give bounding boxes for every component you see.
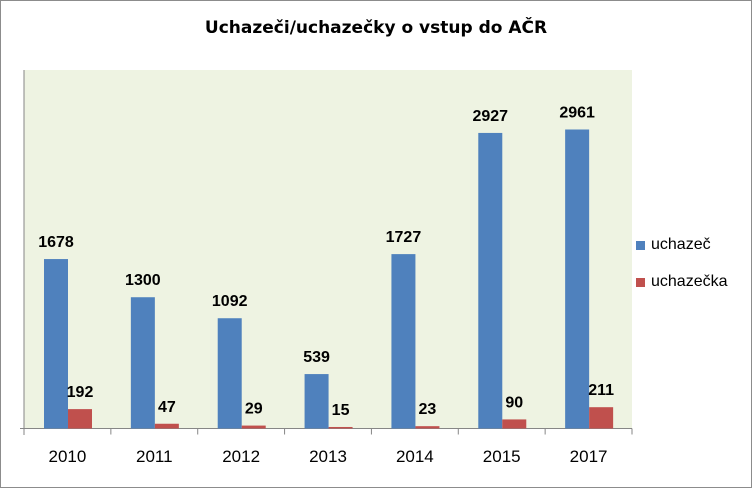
bar-uchazecka-2012 [241, 425, 266, 429]
legend-swatch-uchazec [636, 240, 645, 250]
data-label: 47 [158, 399, 176, 416]
data-label: 29 [245, 401, 263, 418]
bar-uchazec-2010 [44, 259, 68, 429]
bar-uchazecka-2013 [328, 426, 353, 429]
bar-uchazec-2011 [130, 297, 155, 429]
x-tick-label: 2015 [483, 447, 521, 466]
bar-uchazecka-2014 [415, 426, 440, 429]
data-label: 1092 [212, 293, 248, 310]
bar-uchazec-2013 [304, 374, 329, 429]
bar-uchazec-2012 [217, 318, 242, 429]
data-label: 15 [332, 402, 350, 419]
bar-uchazecka-2011 [154, 423, 179, 429]
bar-uchazecka-2010 [68, 409, 92, 429]
data-label: 90 [505, 394, 523, 411]
x-tick-label: 2013 [309, 447, 347, 466]
bar-uchazec-2017 [565, 129, 590, 429]
data-label: 1678 [38, 234, 74, 251]
chart-title: Uchazeči/uchazečky o vstup do AČR [204, 18, 548, 38]
x-tick-label: 2014 [396, 447, 434, 466]
x-tick-label: 2012 [222, 447, 260, 466]
data-label: 539 [303, 349, 330, 366]
bar-uchazecka-2015 [502, 419, 527, 429]
data-label: 23 [419, 401, 437, 418]
legend-item-uchazecka: uchazečka [636, 273, 728, 291]
x-tick-label: 2010 [49, 447, 87, 466]
legend-item-uchazec: uchazeč [636, 236, 711, 254]
x-tick-label: 2011 [136, 447, 173, 466]
x-tick-label: 2017 [570, 447, 608, 466]
legend-label-uchazec: uchazeč [651, 236, 711, 253]
data-label: 1300 [125, 272, 161, 289]
data-label: 211 [588, 382, 614, 399]
legend-swatch-uchazecka [636, 277, 645, 287]
data-label: 1727 [386, 229, 422, 246]
bar-uchazecka-2017 [589, 407, 614, 429]
data-label: 192 [67, 384, 94, 401]
plot-area [24, 70, 632, 429]
data-label: 2927 [472, 108, 508, 125]
bar-uchazec-2014 [391, 254, 416, 429]
legend-label-uchazecka: uchazečka [651, 273, 728, 290]
data-label: 2961 [559, 105, 595, 122]
bar-uchazec-2015 [478, 132, 503, 429]
